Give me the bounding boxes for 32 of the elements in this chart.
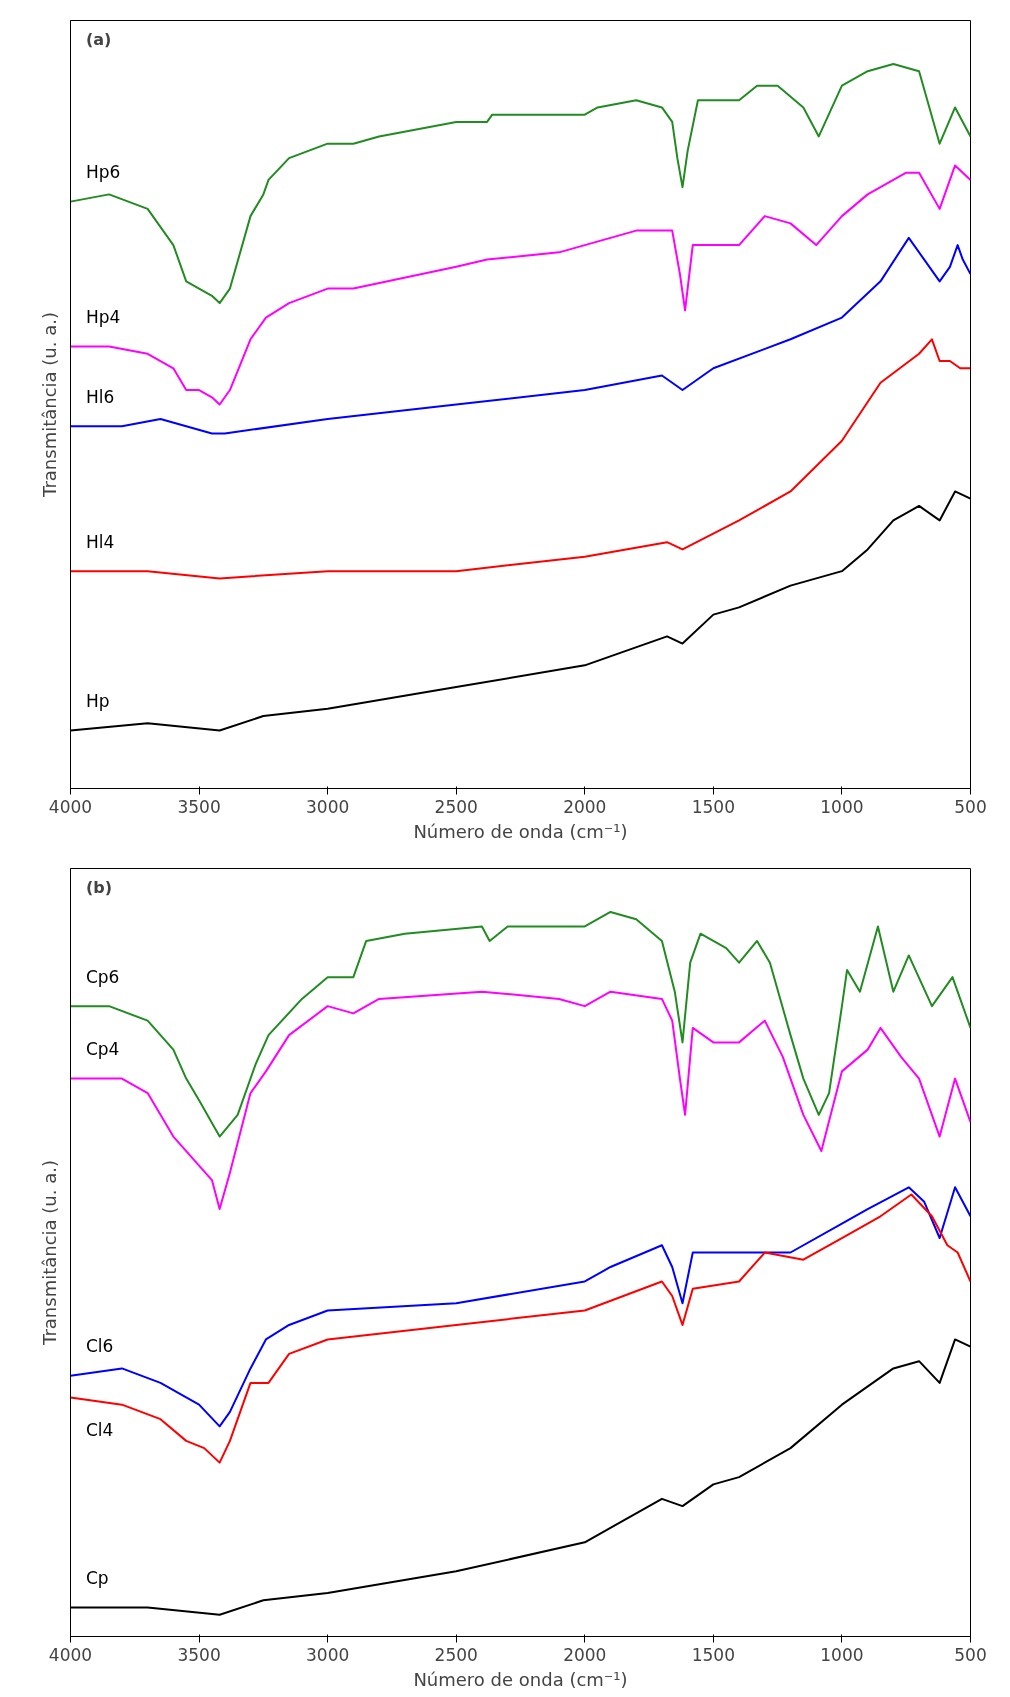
x-tick-label: 2500 <box>434 1644 478 1665</box>
x-tick-label: 1000 <box>820 1644 864 1665</box>
text: (b) <box>85 877 113 897</box>
x-tick-label: 3500 <box>177 1644 221 1665</box>
series-label: Hl6 <box>85 387 115 408</box>
series-label: Cp6 <box>85 966 120 987</box>
x-tick-label: 2000 <box>563 796 607 817</box>
series-label: Cl4 <box>85 1419 114 1440</box>
x-tick-label: 3500 <box>177 796 221 817</box>
x-axis-title: Número de onda (cm⁻¹) <box>413 820 628 842</box>
series-label: Cl6 <box>85 1336 114 1357</box>
text: (a) <box>85 29 112 49</box>
series-label: Hl4 <box>85 531 115 552</box>
x-tick-label: 3000 <box>306 1644 350 1665</box>
x-tick-label: 4000 <box>48 796 93 817</box>
y-axis-title: Transmitância (u. a.) <box>38 312 60 498</box>
x-tick-label: 2500 <box>434 796 478 817</box>
y-axis-title: Transmitância (u. a.) <box>38 1160 60 1346</box>
x-tick-label: 1500 <box>691 796 735 817</box>
x-tick-label: 500 <box>954 796 987 817</box>
series-label: Cp4 <box>85 1039 120 1060</box>
x-tick-label: 3000 <box>306 796 350 817</box>
x-tick-label: 500 <box>954 1644 987 1665</box>
x-tick-label: 4000 <box>48 1644 93 1665</box>
series-label: Hp <box>85 691 110 712</box>
series-label: Cp <box>85 1568 109 1589</box>
x-tick-label: 1000 <box>820 796 864 817</box>
x-axis-title: Número de onda (cm⁻¹) <box>413 1668 628 1690</box>
series-label: Hp4 <box>85 307 121 328</box>
series-label: Hp6 <box>85 162 121 183</box>
x-tick-label: 2000 <box>563 1644 607 1665</box>
x-tick-label: 1500 <box>691 1644 735 1665</box>
